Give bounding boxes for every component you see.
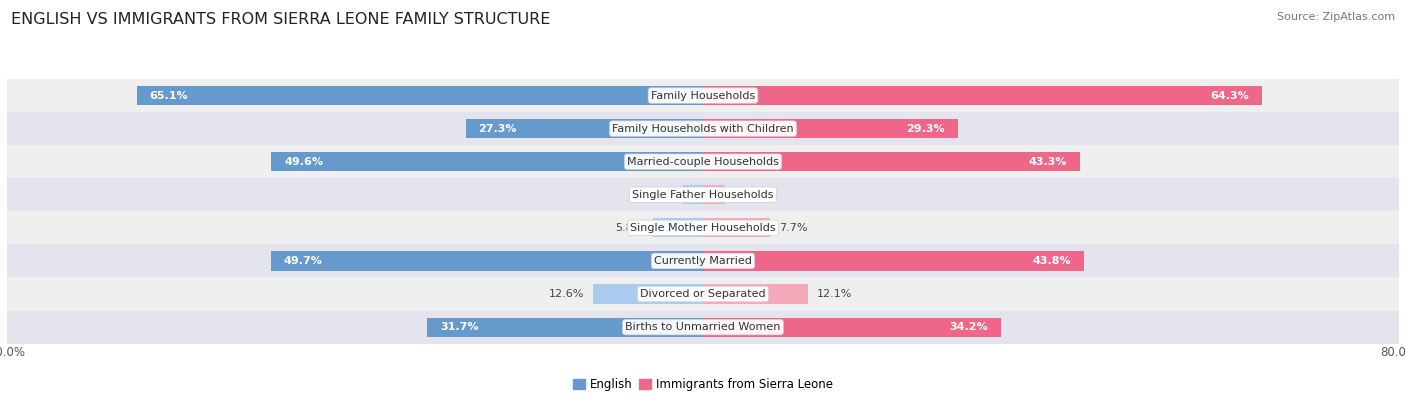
- Text: 49.6%: 49.6%: [284, 157, 323, 167]
- Bar: [652, 218, 703, 237]
- Text: 27.3%: 27.3%: [478, 124, 517, 134]
- Text: Currently Married: Currently Married: [654, 256, 752, 266]
- Bar: [7, 112, 1399, 145]
- Bar: [703, 251, 1084, 271]
- Text: 7.7%: 7.7%: [779, 223, 807, 233]
- Text: 34.2%: 34.2%: [949, 322, 987, 332]
- Text: 65.1%: 65.1%: [149, 90, 188, 101]
- Bar: [7, 310, 1399, 344]
- Text: 5.8%: 5.8%: [616, 223, 644, 233]
- Text: Single Father Households: Single Father Households: [633, 190, 773, 200]
- Text: ENGLISH VS IMMIGRANTS FROM SIERRA LEONE FAMILY STRUCTURE: ENGLISH VS IMMIGRANTS FROM SIERRA LEONE …: [11, 12, 551, 27]
- Bar: [703, 284, 808, 304]
- Bar: [703, 86, 1263, 105]
- Text: Family Households with Children: Family Households with Children: [612, 124, 794, 134]
- Bar: [703, 218, 770, 237]
- Text: 2.5%: 2.5%: [734, 190, 762, 200]
- Bar: [703, 185, 724, 204]
- Bar: [7, 178, 1399, 211]
- Text: 64.3%: 64.3%: [1211, 90, 1250, 101]
- Legend: English, Immigrants from Sierra Leone: English, Immigrants from Sierra Leone: [568, 374, 838, 395]
- Text: Married-couple Households: Married-couple Households: [627, 157, 779, 167]
- Text: Family Households: Family Households: [651, 90, 755, 101]
- Text: 49.7%: 49.7%: [284, 256, 322, 266]
- Bar: [271, 152, 703, 171]
- Text: Births to Unmarried Women: Births to Unmarried Women: [626, 322, 780, 332]
- Text: 31.7%: 31.7%: [440, 322, 479, 332]
- Bar: [427, 318, 703, 337]
- Bar: [683, 185, 703, 204]
- Text: 43.8%: 43.8%: [1032, 256, 1071, 266]
- Bar: [703, 318, 1001, 337]
- Bar: [7, 245, 1399, 278]
- Bar: [7, 145, 1399, 178]
- Bar: [136, 86, 703, 105]
- Bar: [7, 211, 1399, 245]
- Text: 12.6%: 12.6%: [550, 289, 585, 299]
- Bar: [7, 79, 1399, 112]
- Bar: [703, 152, 1080, 171]
- Text: 12.1%: 12.1%: [817, 289, 852, 299]
- Text: Divorced or Separated: Divorced or Separated: [640, 289, 766, 299]
- Text: Single Mother Households: Single Mother Households: [630, 223, 776, 233]
- Bar: [7, 277, 1399, 310]
- Text: 29.3%: 29.3%: [907, 124, 945, 134]
- Bar: [465, 119, 703, 138]
- Bar: [270, 251, 703, 271]
- Text: Source: ZipAtlas.com: Source: ZipAtlas.com: [1277, 12, 1395, 22]
- Bar: [593, 284, 703, 304]
- Text: 2.3%: 2.3%: [645, 190, 675, 200]
- Text: 43.3%: 43.3%: [1028, 157, 1067, 167]
- Bar: [703, 119, 957, 138]
